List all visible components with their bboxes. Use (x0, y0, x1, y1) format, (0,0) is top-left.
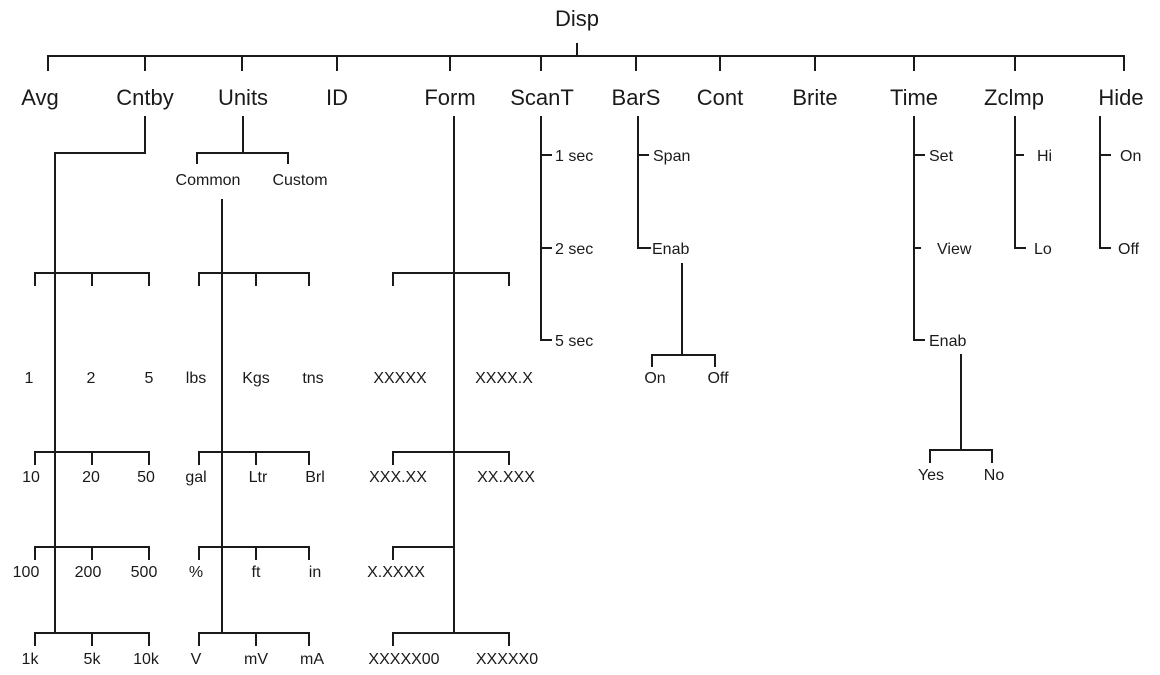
time-enab-label: Enab (929, 333, 966, 350)
menu-cntby: Cntby (116, 85, 173, 110)
cntby-option: 5k (84, 651, 102, 668)
form-branch (392, 116, 510, 646)
cntby-option: 100 (13, 564, 40, 581)
units-option: Kgs (242, 370, 270, 387)
form-option: XXXXX0 (476, 651, 538, 668)
form-option: XXXX.X (475, 370, 533, 387)
zclmp-options: Hi Lo (1034, 148, 1052, 258)
units-option: ft (252, 564, 261, 581)
menu-cont: Cont (697, 85, 743, 110)
units-option: gal (185, 469, 206, 486)
units-option: Brl (305, 469, 325, 486)
units-option: Ltr (249, 469, 268, 486)
scant-option: 1 sec (555, 148, 593, 165)
bars-span-label: Span (653, 148, 690, 165)
hide-off-label: Off (1118, 241, 1140, 258)
form-option: XX.XXX (477, 469, 535, 486)
hide-branch (1099, 116, 1111, 249)
units-option: lbs (186, 370, 206, 387)
time-view-label: View (937, 241, 972, 258)
time-set-label: Set (929, 148, 954, 165)
cntby-options: 1 2 5 10 20 50 100 200 500 1k 5k 10k (13, 370, 160, 668)
root-connectors (47, 43, 1125, 71)
scant-option: 5 sec (555, 333, 593, 350)
form-option: X.XXXX (367, 564, 425, 581)
hide-options: On Off (1118, 148, 1141, 258)
bars-options: Span Enab On Off (644, 148, 729, 387)
units-custom-label: Custom (272, 172, 327, 189)
menu-bars: BarS (612, 85, 661, 110)
units-option: in (309, 564, 321, 581)
units-common-label: Common (176, 172, 241, 189)
cntby-option: 50 (137, 469, 155, 486)
cntby-option: 500 (131, 564, 158, 581)
cntby-option: 10k (133, 651, 160, 668)
bars-off-label: Off (707, 370, 729, 387)
bars-branch (637, 116, 716, 367)
cntby-option: 10 (22, 469, 40, 486)
time-options: Set View Enab Yes No (918, 148, 1004, 484)
form-option: XXX.XX (369, 469, 427, 486)
scant-options: 1 sec 2 sec 5 sec (555, 148, 593, 350)
menu-zclmp: Zclmp (984, 85, 1044, 110)
units-option: mA (300, 651, 324, 668)
zclmp-branch (1014, 116, 1026, 249)
form-options: XXXXX XXXX.X XXX.XX XX.XXX X.XXXX XXXXX0… (367, 370, 538, 668)
cntby-option: 1 (25, 370, 34, 387)
zclmp-lo-label: Lo (1034, 241, 1052, 258)
cntby-option: 200 (75, 564, 102, 581)
units-option: tns (302, 370, 323, 387)
root-label: Disp (555, 6, 599, 31)
cntby-option: 1k (22, 651, 40, 668)
menu-units: Units (218, 85, 268, 110)
cntby-branch (34, 116, 150, 646)
menu-scant: ScanT (510, 85, 574, 110)
scant-branch (540, 116, 552, 341)
scant-option: 2 sec (555, 241, 593, 258)
units-branch (196, 116, 310, 646)
units-option: % (189, 564, 203, 581)
menu-time: Time (890, 85, 938, 110)
cntby-option: 2 (87, 370, 96, 387)
units-options: Common Custom lbs Kgs tns gal Ltr Brl % … (176, 172, 328, 668)
time-no-label: No (984, 467, 1005, 484)
units-option: V (191, 651, 202, 668)
units-option: mV (244, 651, 268, 668)
hide-on-label: On (1120, 148, 1141, 165)
bars-enab-label: Enab (652, 241, 689, 258)
zclmp-hi-label: Hi (1037, 148, 1052, 165)
menu-labels: Avg Cntby Units ID Form ScanT BarS Cont … (21, 85, 1143, 110)
form-option: XXXXX00 (368, 651, 439, 668)
menu-brite: Brite (792, 85, 837, 110)
menu-hide: Hide (1098, 85, 1143, 110)
menu-form: Form (424, 85, 475, 110)
menu-id: ID (326, 85, 348, 110)
time-yes-label: Yes (918, 467, 944, 484)
form-option: XXXXX (373, 370, 427, 387)
time-branch (913, 116, 993, 463)
bars-on-label: On (644, 370, 665, 387)
cntby-option: 5 (145, 370, 154, 387)
menu-avg: Avg (21, 85, 59, 110)
cntby-option: 20 (82, 469, 100, 486)
